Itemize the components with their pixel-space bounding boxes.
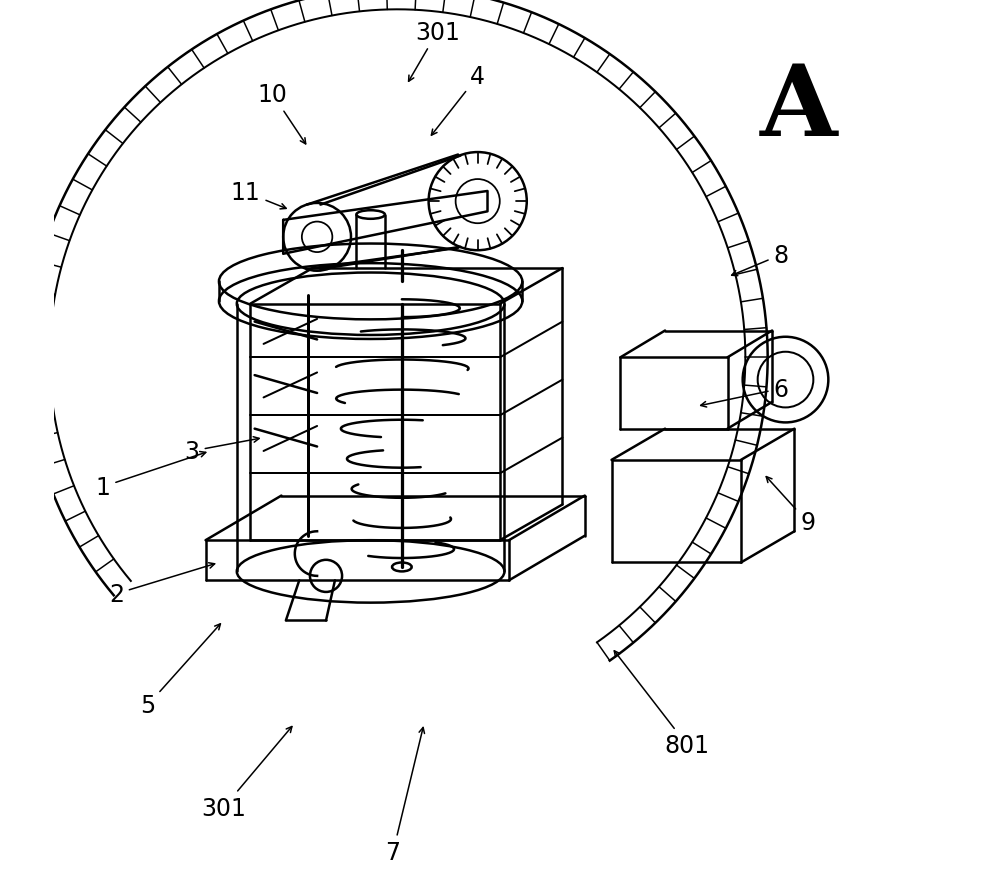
Text: 4: 4 — [431, 65, 485, 136]
Text: 301: 301 — [409, 21, 460, 82]
Text: A: A — [760, 60, 838, 156]
Text: 5: 5 — [140, 624, 220, 718]
Text: 10: 10 — [258, 83, 306, 145]
Text: 6: 6 — [701, 377, 789, 408]
Text: 801: 801 — [614, 651, 710, 757]
Text: 3: 3 — [185, 437, 259, 463]
Text: 1: 1 — [96, 452, 206, 499]
Text: 7: 7 — [385, 728, 425, 864]
Text: 8: 8 — [732, 243, 789, 276]
Text: 9: 9 — [766, 477, 815, 535]
Text: 11: 11 — [231, 181, 286, 210]
Text: 301: 301 — [201, 727, 292, 820]
Text: 2: 2 — [109, 563, 215, 606]
